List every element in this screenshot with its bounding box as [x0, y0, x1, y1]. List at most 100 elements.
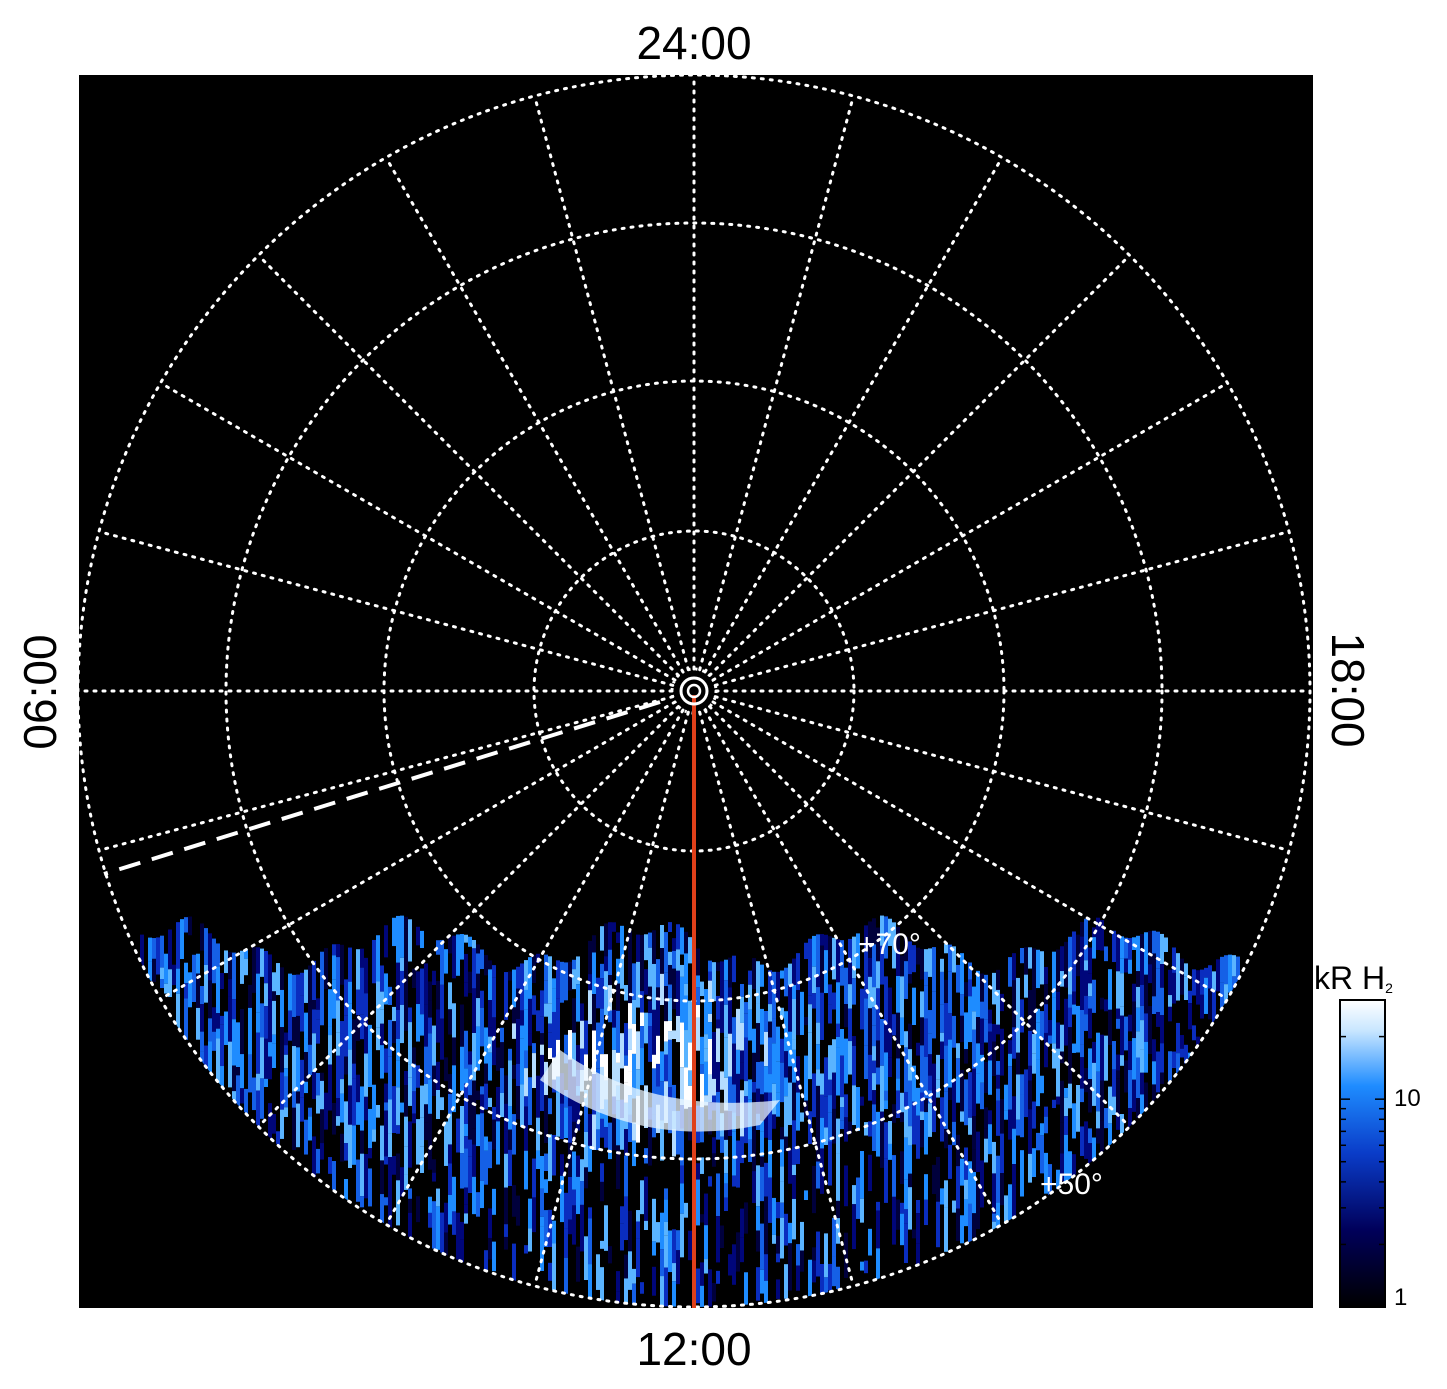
emission-streak [1084, 918, 1088, 961]
emission-streak [500, 1042, 504, 1069]
emission-streak [368, 1051, 372, 1088]
emission-streak [396, 1153, 400, 1181]
emission-streak [508, 1129, 512, 1150]
emission-streak [672, 922, 676, 939]
emission-streak [932, 1194, 936, 1217]
emission-streak [872, 1104, 876, 1122]
emission-streak [884, 1090, 888, 1101]
emission-streak [320, 951, 324, 980]
emission-streak [844, 1232, 848, 1278]
emission-streak [856, 1140, 860, 1178]
emission-streak [648, 932, 652, 948]
emission-streak [1136, 971, 1140, 987]
emission-streak [532, 1043, 536, 1054]
emission-streak [436, 980, 440, 1010]
emission-streak [324, 1051, 328, 1093]
emission-streak [1184, 1026, 1188, 1045]
emission-streak [604, 1054, 608, 1081]
emission-streak [340, 1122, 344, 1134]
emission-streak [596, 930, 600, 978]
emission-streak [168, 969, 172, 998]
emission-streak [924, 1174, 928, 1200]
meridian-line [159, 381, 677, 682]
emission-streak [644, 994, 648, 1013]
emission-streak [820, 1073, 824, 1095]
emission-streak [744, 1244, 748, 1273]
emission-streak [608, 922, 612, 950]
emission-streak [884, 976, 888, 1024]
emission-streak [928, 948, 932, 977]
emission-streak [540, 953, 544, 991]
emission-streak [724, 1173, 728, 1184]
emission-streak [488, 1190, 492, 1209]
emission-streak [480, 969, 484, 991]
emission-streak [916, 1027, 920, 1043]
emission-streak [1044, 1032, 1048, 1068]
emission-streak [304, 1052, 308, 1082]
emission-streak [976, 1131, 980, 1173]
emission-streak [840, 1129, 844, 1154]
emission-streak [968, 1161, 972, 1204]
emission-streak [996, 1202, 1000, 1244]
emission-streak [896, 1012, 900, 1059]
emission-streak [464, 996, 468, 1031]
emission-streak [764, 1280, 768, 1305]
emission-streak [544, 954, 548, 981]
emission-streak [332, 1161, 336, 1208]
emission-streak [1120, 958, 1124, 974]
emission-streak [1000, 993, 1004, 1012]
emission-streak [944, 1148, 948, 1181]
emission-streak [756, 1206, 760, 1231]
emission-streak [316, 956, 320, 975]
emission-streak [576, 1246, 580, 1282]
emission-streak [504, 1249, 508, 1271]
emission-streak [860, 953, 864, 964]
emission-streak [820, 1193, 824, 1217]
emission-streak [632, 1235, 636, 1269]
emission-streak [912, 1101, 916, 1145]
emission-streak [448, 1113, 452, 1145]
emission-streak [384, 1197, 388, 1206]
emission-streak [356, 949, 360, 990]
emission-streak [872, 1046, 876, 1061]
emission-streak [544, 1259, 548, 1284]
emission-streak [964, 1199, 968, 1227]
emission-streak [1096, 1032, 1100, 1072]
emission-streak [244, 1027, 248, 1074]
emission-streak [508, 1060, 512, 1107]
emission-streak [268, 1079, 272, 1093]
emission-streak [628, 956, 632, 1004]
emission-streak [616, 1052, 620, 1063]
emission-streak [1128, 959, 1132, 974]
emission-streak [1028, 990, 1032, 1031]
emission-streak [748, 970, 752, 985]
emission-streak [624, 944, 628, 960]
emission-streak [628, 1071, 632, 1096]
emission-streak [776, 1000, 780, 1027]
emission-streak [832, 1256, 836, 1287]
emission-streak [540, 1054, 544, 1078]
emission-streak [804, 969, 808, 1002]
emission-streak [560, 1175, 564, 1223]
emission-streak [200, 1051, 204, 1067]
emission-streak [524, 1096, 528, 1107]
emission-streak [996, 1155, 1000, 1203]
emission-streak [400, 1196, 404, 1217]
emission-streak [464, 1123, 468, 1137]
emission-streak [376, 1203, 380, 1223]
emission-streak [728, 1076, 732, 1112]
emission-streak [324, 1033, 328, 1052]
emission-streak [932, 1164, 936, 1195]
emission-streak [496, 1230, 500, 1257]
emission-streak [872, 918, 876, 945]
emission-streak [744, 1272, 748, 1307]
emission-streak [400, 957, 404, 971]
emission-streak [1124, 958, 1128, 973]
emission-streak [1176, 953, 1180, 1001]
emission-streak [1008, 986, 1012, 1014]
emission-streak [636, 1069, 640, 1096]
emission-streak [904, 1263, 908, 1272]
emission-streak [884, 1109, 888, 1123]
emission-streak [656, 1259, 660, 1281]
emission-streak [364, 993, 368, 1019]
